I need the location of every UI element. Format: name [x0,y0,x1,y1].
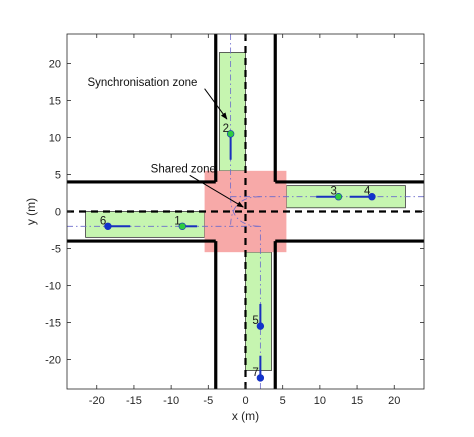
vehicle-2-marker [226,130,235,138]
vehicle-5-marker [256,322,265,330]
annotation-2-text: Shared zone [151,164,216,176]
x-axis-label: x (m) [232,409,259,423]
vehicle-1-label: 1 [174,215,180,227]
annotation-1-arrow [204,88,228,120]
vehicle-7-marker [256,374,265,382]
y-tick-label-3: -5 [51,243,61,255]
annotation-2-arrow [189,174,244,208]
x-tick-label-7: 15 [351,395,363,407]
vehicle-3-marker [334,193,343,201]
x-tick-label-1: -15 [126,395,142,407]
x-tick-label-2: -10 [163,395,179,407]
vehicle-1: 1 [174,215,198,230]
y-tick-label-0: -20 [45,354,61,366]
vehicle-6-label: 6 [100,215,106,227]
vehicle-4: 4 [349,186,376,201]
zones-layer [85,52,406,371]
vehicle-6: 6 [100,215,131,230]
vehicle-5: 5 [252,303,265,330]
x-tick-label-0: -20 [89,395,105,407]
x-tick-label-4: 0 [242,395,248,407]
annotations-layer: Synchronisation zone Shared zone [87,77,244,208]
vehicle-7: 7 [252,355,265,382]
vehicle-2: 2 [223,123,235,160]
y-tick-label-8: 20 [49,59,61,71]
y-axis-label: y (m) [24,198,38,225]
y-tick-label-7: 15 [49,96,61,108]
vehicle-2-label: 2 [223,123,229,135]
vehicles-layer: 1 2 3 4 5 6 7 [100,123,376,382]
y-tick-label-5: 5 [55,170,61,182]
annotation-1-text: Synchronisation zone [87,77,197,89]
road-layer [67,34,424,389]
sync-zone-1 [219,52,246,172]
x-tick-label-6: 10 [314,395,326,407]
path-turn-3 [230,196,261,227]
x-tick-label-5: 5 [280,395,286,407]
vehicle-6-marker [104,222,112,230]
vehicle-3-label: 3 [330,186,336,198]
vehicle-5-label: 5 [252,315,258,327]
vehicle-4-marker [368,193,376,201]
vehicle-3: 3 [316,186,343,201]
x-tick-label-8: 20 [388,395,400,407]
sync-zone-4 [245,251,272,371]
y-tick-label-4: 0 [55,207,61,219]
y-tick-label-6: 10 [49,133,61,145]
y-tick-label-2: -10 [45,280,61,292]
vehicle-1-marker [178,222,186,230]
vehicle-7-label: 7 [252,367,258,379]
x-tick-label-3: -5 [203,395,213,407]
vehicle-4-label: 4 [364,186,371,198]
y-tick-label-1: -15 [45,317,61,329]
